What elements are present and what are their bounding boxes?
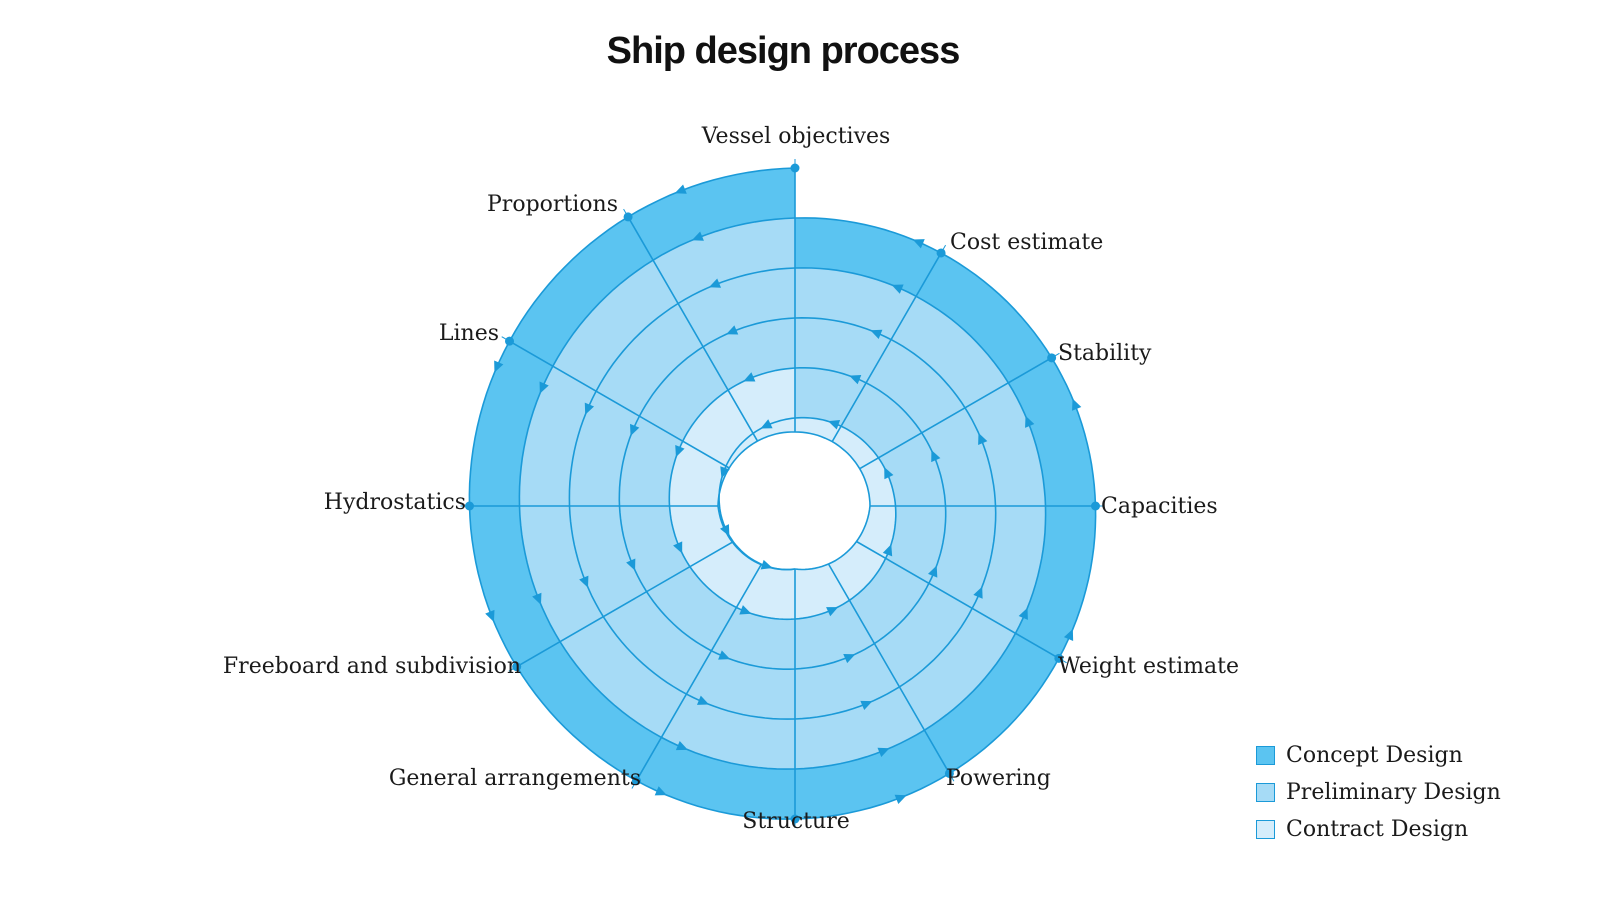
- flow-arrow-icon: [1025, 415, 1035, 428]
- radial-line: [859, 357, 1053, 470]
- flow-arrow-icon: [912, 239, 925, 249]
- flow-arrow-icon: [584, 402, 595, 415]
- radial-line: [627, 216, 759, 442]
- flow-arrow-icon: [726, 325, 739, 335]
- legend-swatch-contract: [1256, 820, 1275, 839]
- legend-label: Contract Design: [1286, 817, 1469, 842]
- flow-arrow-icon: [760, 559, 773, 570]
- stage-dot: [1091, 501, 1100, 511]
- legend-item-preliminary: Preliminary Design: [1256, 774, 1501, 811]
- legend: Concept Design Preliminary Design Contra…: [1256, 737, 1501, 848]
- flow-arrow-icon: [630, 423, 640, 436]
- stage-dot: [1047, 353, 1057, 363]
- radial-line: [856, 540, 1060, 660]
- flow-arrow-icon: [882, 544, 893, 557]
- flow-arrow-icon: [675, 445, 685, 458]
- flow-arrow-icon: [674, 184, 687, 194]
- flow-arrow-icon: [720, 466, 730, 479]
- stage-label-freeboard-and-subdivision: Freeboard and subdivision: [223, 654, 521, 679]
- flow-arrow-icon: [1063, 628, 1074, 642]
- radial-line: [635, 564, 762, 782]
- radial-line: [509, 340, 730, 469]
- flow-arrow-icon: [739, 605, 752, 615]
- stage-label-general-arrangements: General arrangements: [389, 766, 641, 791]
- flow-arrow-icon: [931, 450, 941, 463]
- legend-item-contract: Contract Design: [1256, 811, 1501, 848]
- flow-arrow-icon: [1072, 398, 1082, 411]
- flow-arrow-icon: [826, 607, 839, 617]
- flow-arrow-icon: [494, 360, 504, 373]
- legend-swatch-preliminary: [1256, 783, 1275, 802]
- flow-arrow-icon: [708, 278, 722, 288]
- flow-arrow-icon: [870, 329, 883, 340]
- stage-label-cost-estimate: Cost estimate: [950, 230, 1103, 255]
- flow-arrow-icon: [891, 284, 904, 294]
- flow-arrow-icon: [719, 524, 730, 537]
- flow-arrow-icon: [978, 432, 988, 445]
- flow-arrow-icon: [849, 374, 862, 385]
- stage-dot: [465, 501, 474, 511]
- stage-label-stability: Stability: [1058, 341, 1152, 366]
- stage-dot: [944, 768, 954, 778]
- legend-swatch-concept: [1256, 746, 1275, 765]
- stage-label-proportions: Proportions: [487, 192, 618, 217]
- flow-arrow-icon: [539, 381, 549, 394]
- center-hole: [718, 432, 870, 570]
- stage-label-hydrostatics: Hydrostatics: [324, 490, 466, 515]
- flow-arrow-icon: [654, 786, 667, 796]
- radial-line: [516, 541, 733, 668]
- stage-dot: [505, 336, 515, 346]
- flow-arrow-icon: [675, 740, 688, 751]
- flow-arrow-icon: [673, 541, 683, 554]
- flow-arrow-icon: [877, 747, 890, 758]
- stage-dot: [631, 776, 641, 786]
- flow-arrow-icon: [828, 420, 841, 430]
- flow-arrow-icon: [626, 558, 636, 571]
- stage-label-lines: Lines: [439, 321, 499, 346]
- stage-dot: [1054, 653, 1064, 663]
- stage-dot: [623, 212, 633, 222]
- stage-label-structure: Structure: [742, 809, 849, 834]
- flow-arrow-icon: [1018, 607, 1028, 620]
- flow-arrow-icon: [691, 231, 704, 241]
- flow-arrow-icon: [743, 372, 756, 382]
- stage-label-weight-estimate: Weight estimate: [1058, 654, 1239, 679]
- stage-label-capacities: Capacities: [1101, 494, 1218, 519]
- flow-arrow-icon: [760, 419, 773, 429]
- stage-dot: [790, 163, 800, 173]
- flow-arrow-icon: [884, 467, 894, 480]
- stage-dot: [936, 248, 946, 258]
- radial-line: [831, 252, 942, 443]
- stage-dot: [512, 662, 522, 672]
- flow-arrow-icon: [973, 586, 983, 599]
- flow-arrow-icon: [718, 650, 731, 660]
- flow-arrow-icon: [485, 609, 495, 622]
- flow-arrow-icon: [579, 575, 589, 588]
- flow-arrow-icon: [696, 695, 710, 705]
- stage-dot: [790, 814, 800, 824]
- legend-label: Concept Design: [1286, 743, 1463, 768]
- legend-item-concept: Concept Design: [1256, 737, 1501, 774]
- stage-label-powering: Powering: [946, 766, 1051, 791]
- radial-line: [827, 563, 951, 774]
- flow-arrow-icon: [894, 794, 907, 805]
- flow-arrow-icon: [928, 565, 938, 578]
- flow-arrow-icon: [860, 700, 873, 711]
- legend-label: Preliminary Design: [1286, 780, 1501, 805]
- stage-label-vessel-objectives: Vessel objectives: [701, 124, 891, 149]
- flow-arrow-icon: [532, 592, 542, 605]
- diagram-title: Ship design process: [606, 30, 961, 72]
- flow-arrow-icon: [843, 653, 856, 664]
